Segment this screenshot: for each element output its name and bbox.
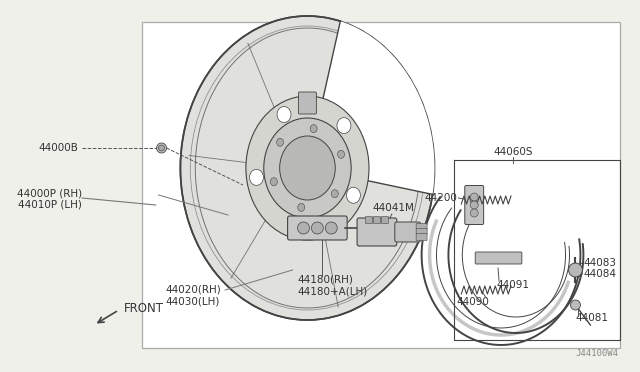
Ellipse shape — [346, 187, 360, 203]
FancyBboxPatch shape — [141, 22, 620, 348]
FancyBboxPatch shape — [357, 218, 397, 246]
Text: J44100W4: J44100W4 — [575, 349, 618, 358]
Ellipse shape — [310, 125, 317, 132]
Ellipse shape — [337, 118, 351, 134]
Ellipse shape — [292, 219, 307, 235]
Circle shape — [470, 209, 478, 217]
Ellipse shape — [280, 136, 335, 200]
Ellipse shape — [276, 138, 284, 146]
Circle shape — [570, 300, 580, 310]
Text: 44083: 44083 — [584, 258, 616, 268]
Text: 44000P (RH): 44000P (RH) — [17, 188, 82, 198]
Text: 44060S: 44060S — [493, 147, 532, 157]
FancyBboxPatch shape — [416, 234, 427, 241]
FancyBboxPatch shape — [287, 216, 347, 240]
FancyBboxPatch shape — [365, 217, 372, 224]
Polygon shape — [307, 21, 435, 195]
Text: 44090: 44090 — [456, 297, 489, 307]
FancyBboxPatch shape — [298, 92, 316, 114]
Circle shape — [325, 222, 337, 234]
Ellipse shape — [332, 190, 339, 198]
FancyBboxPatch shape — [395, 222, 420, 242]
Circle shape — [470, 193, 478, 201]
Ellipse shape — [246, 96, 369, 240]
Ellipse shape — [180, 16, 435, 320]
Circle shape — [312, 222, 323, 234]
Ellipse shape — [250, 169, 264, 185]
Ellipse shape — [277, 106, 291, 122]
Ellipse shape — [270, 178, 277, 186]
FancyBboxPatch shape — [476, 252, 522, 264]
FancyBboxPatch shape — [416, 224, 427, 231]
Text: 44041M: 44041M — [372, 203, 414, 213]
Text: 44180+A(LH): 44180+A(LH) — [298, 286, 368, 296]
Ellipse shape — [298, 203, 305, 211]
Text: 44010P (LH): 44010P (LH) — [18, 199, 82, 209]
Text: 44020(RH): 44020(RH) — [166, 285, 221, 295]
Ellipse shape — [264, 118, 351, 218]
FancyBboxPatch shape — [381, 217, 388, 224]
Text: 44180(RH): 44180(RH) — [298, 275, 353, 285]
FancyBboxPatch shape — [374, 217, 380, 224]
Circle shape — [159, 145, 164, 151]
Circle shape — [298, 222, 309, 234]
Text: 44081: 44081 — [575, 313, 609, 323]
FancyBboxPatch shape — [416, 228, 427, 235]
Text: 44091: 44091 — [496, 280, 529, 290]
Ellipse shape — [337, 150, 344, 158]
Text: 44200: 44200 — [424, 193, 458, 203]
FancyBboxPatch shape — [465, 186, 484, 224]
Text: 44000B: 44000B — [38, 143, 78, 153]
Circle shape — [470, 201, 478, 209]
Circle shape — [568, 263, 582, 277]
Text: 44030(LH): 44030(LH) — [166, 296, 220, 306]
Text: FRONT: FRONT — [124, 301, 164, 314]
Circle shape — [157, 143, 166, 153]
Text: 44084: 44084 — [584, 269, 616, 279]
